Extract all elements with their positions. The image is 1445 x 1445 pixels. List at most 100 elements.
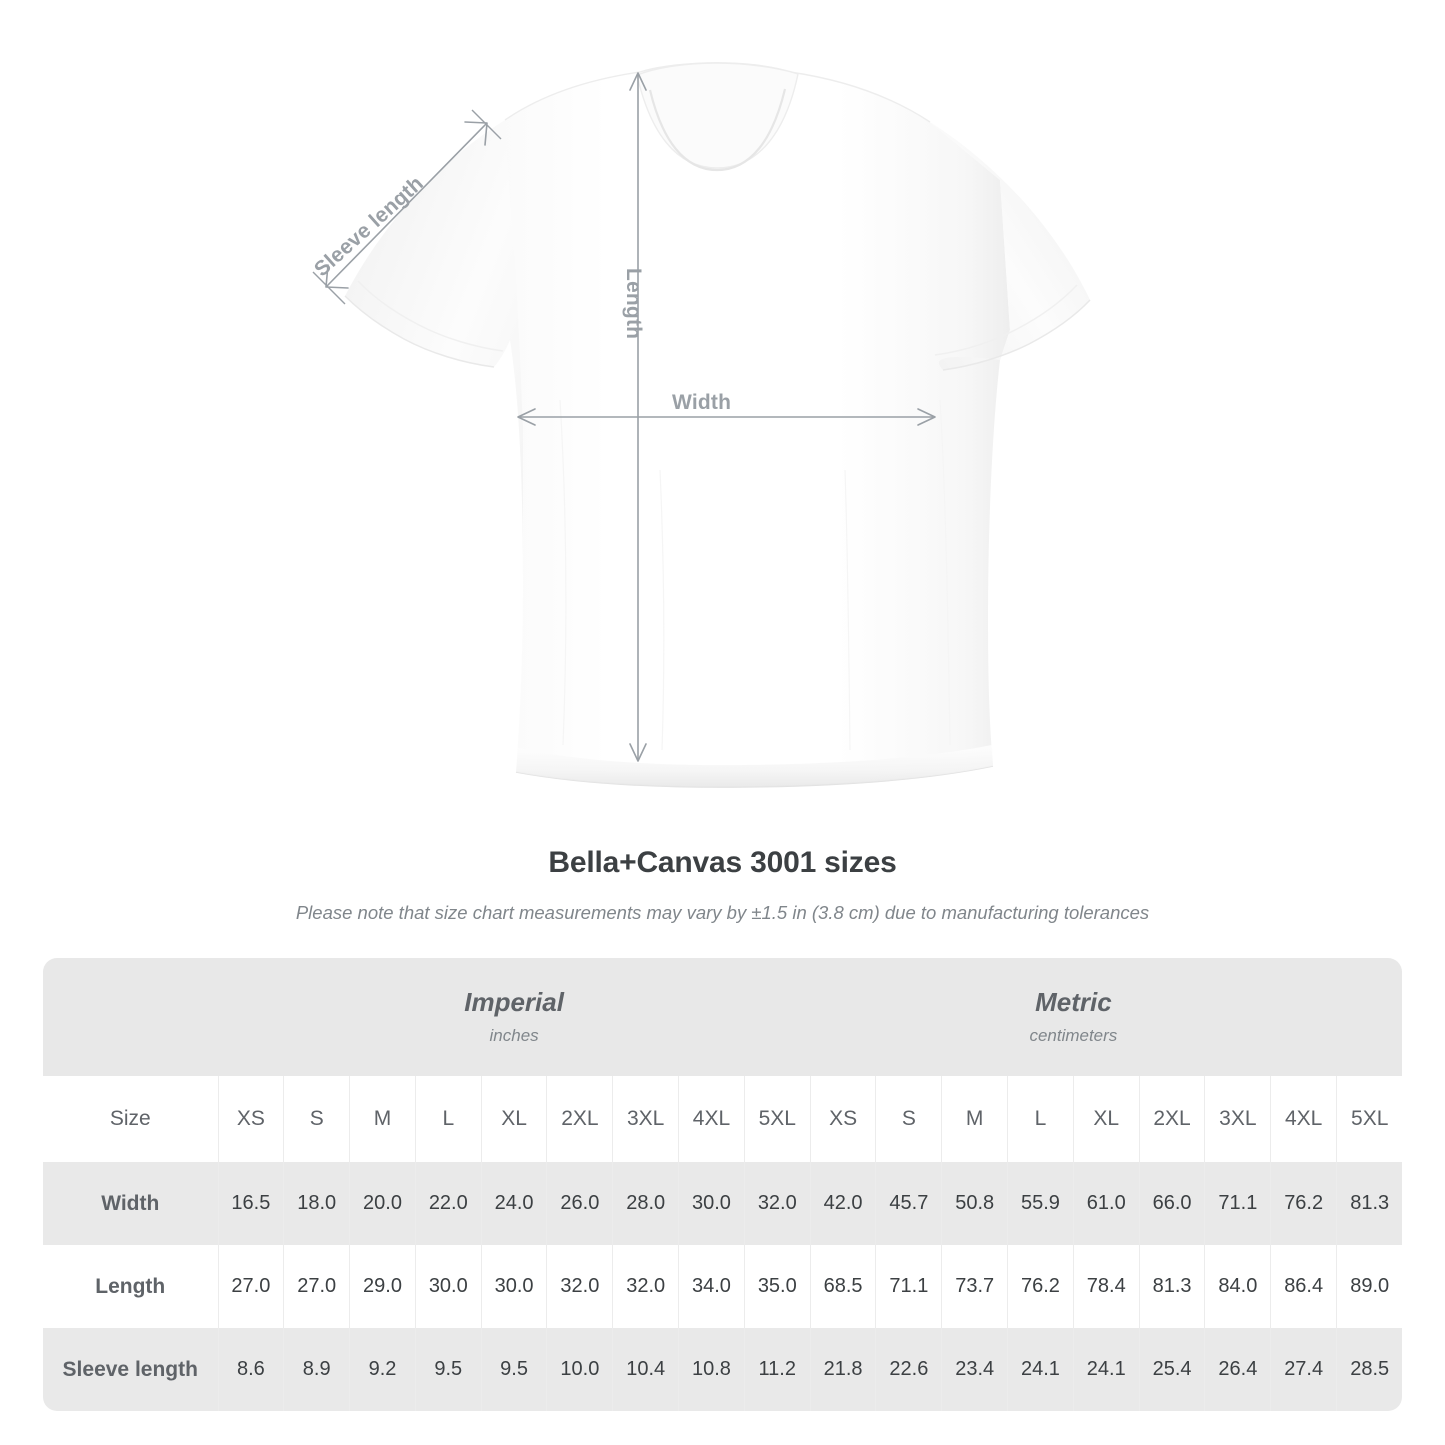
measurement-arrows <box>312 72 936 762</box>
cell-width: 81.3 <box>1336 1162 1403 1245</box>
row-label-sleeve-length: Sleeve length <box>43 1328 218 1411</box>
unit-name-metric: Metric <box>1035 987 1112 1018</box>
cell-width: 18.0 <box>283 1162 350 1245</box>
shirt-hem <box>516 745 993 788</box>
size-col-header: XS <box>217 1076 284 1162</box>
cell-length: 29.0 <box>349 1245 416 1328</box>
cell-width: 42.0 <box>809 1162 876 1245</box>
cell-length: 27.0 <box>217 1245 284 1328</box>
cell-width: 28.0 <box>612 1162 679 1245</box>
cell-sleeve-length: 26.4 <box>1204 1328 1271 1411</box>
cell-sleeve-length: 21.8 <box>809 1328 876 1411</box>
size-col-header: S <box>283 1076 350 1162</box>
row-label-length: Length <box>43 1245 218 1328</box>
size-col-header: 2XL <box>1138 1076 1205 1162</box>
cell-sleeve-length: 24.1 <box>1007 1328 1074 1411</box>
cell-sleeve-length: 24.1 <box>1072 1328 1140 1411</box>
cell-width: 66.0 <box>1138 1162 1205 1245</box>
row-label-width: Width <box>43 1162 218 1245</box>
unit-sub-imperial: inches <box>489 1025 539 1045</box>
size-chart-table: Imperial inches Metric centimeters Size … <box>43 958 1403 1411</box>
size-col-header: 2XL <box>546 1076 613 1162</box>
cell-length: 81.3 <box>1138 1245 1205 1328</box>
size-col-header: 4XL <box>1270 1076 1337 1162</box>
cell-sleeve-length: 9.2 <box>349 1328 416 1411</box>
size-col-header: L <box>414 1076 482 1162</box>
cell-length: 89.0 <box>1336 1245 1403 1328</box>
cell-sleeve-length: 10.8 <box>678 1328 745 1411</box>
size-col-header: M <box>941 1076 1008 1162</box>
cell-length: 32.0 <box>546 1245 613 1328</box>
cell-sleeve-length: 8.9 <box>283 1328 350 1411</box>
size-col-header: 4XL <box>678 1076 745 1162</box>
cell-length: 71.1 <box>875 1245 942 1328</box>
size-header-row: Size XS S M L XL 2XL 3XL 4XL 5XL XS S M … <box>43 1076 1403 1162</box>
width-label: Width <box>672 391 732 414</box>
cell-sleeve-length: 22.6 <box>875 1328 942 1411</box>
size-col-header: XL <box>1072 1076 1140 1162</box>
left-sleeve <box>344 120 523 580</box>
cell-sleeve-length: 9.5 <box>414 1328 482 1411</box>
cell-length: 78.4 <box>1072 1245 1140 1328</box>
cell-sleeve-length: 9.5 <box>480 1328 547 1411</box>
shirt-body <box>437 62 1010 788</box>
sleeve-length-arrow <box>312 109 502 305</box>
unit-name-imperial: Imperial <box>464 987 564 1018</box>
unit-band-spacer <box>43 958 218 1076</box>
cell-sleeve-length: 8.6 <box>217 1328 284 1411</box>
size-col-header: 3XL <box>612 1076 679 1162</box>
width-arrow <box>517 408 936 426</box>
size-col-header: S <box>875 1076 942 1162</box>
cell-width: 20.0 <box>349 1162 416 1245</box>
cell-sleeve-length: 11.2 <box>743 1328 811 1411</box>
size-col-header: XL <box>480 1076 547 1162</box>
tshirt-measurement-diagram: Width Length Sleeve length <box>310 62 1091 788</box>
cell-sleeve-length: 23.4 <box>941 1328 1008 1411</box>
cell-width: 61.0 <box>1072 1162 1140 1245</box>
cell-sleeve-length: 25.4 <box>1138 1328 1205 1411</box>
cell-width: 24.0 <box>480 1162 547 1245</box>
tshirt-illustration <box>312 62 1091 788</box>
collar <box>636 62 799 172</box>
size-col-header: 5XL <box>1336 1076 1403 1162</box>
cell-length: 86.4 <box>1270 1245 1337 1328</box>
cell-width: 26.0 <box>546 1162 613 1245</box>
cell-width: 45.7 <box>875 1162 942 1245</box>
table-row-width: Width 16.5 18.0 20.0 22.0 24.0 26.0 28.0… <box>43 1162 1403 1245</box>
size-col-header: 3XL <box>1204 1076 1271 1162</box>
unit-band-spacer-right <box>1336 958 1403 1076</box>
cell-length: 27.0 <box>283 1245 350 1328</box>
size-col-header: XS <box>809 1076 876 1162</box>
length-label: Length <box>622 268 645 340</box>
cell-length: 30.0 <box>414 1245 482 1328</box>
cell-width: 50.8 <box>941 1162 1008 1245</box>
cell-width: 71.1 <box>1204 1162 1271 1245</box>
cell-length: 73.7 <box>941 1245 1008 1328</box>
cell-width: 76.2 <box>1270 1162 1337 1245</box>
unit-section-metric: Metric centimeters <box>810 958 1337 1076</box>
cell-sleeve-length: 10.0 <box>546 1328 613 1411</box>
size-col-header: M <box>349 1076 416 1162</box>
fabric-folds <box>559 399 951 751</box>
unit-sub-metric: centimeters <box>1029 1025 1118 1045</box>
cell-length: 30.0 <box>480 1245 547 1328</box>
cell-width: 32.0 <box>743 1162 811 1245</box>
cell-sleeve-length: 27.4 <box>1270 1328 1337 1411</box>
cell-width: 55.9 <box>1007 1162 1074 1245</box>
chart-caption: Bella+Canvas 3001 sizes Please note that… <box>0 830 1445 924</box>
size-table-container: Imperial inches Metric centimeters Size … <box>0 924 1445 1411</box>
cell-sleeve-length: 28.5 <box>1336 1328 1403 1411</box>
unit-header-row: Imperial inches Metric centimeters <box>43 958 1403 1076</box>
cell-length: 34.0 <box>678 1245 745 1328</box>
unit-section-imperial: Imperial inches <box>218 958 811 1076</box>
cell-length: 32.0 <box>612 1245 679 1328</box>
cell-length: 35.0 <box>743 1245 811 1328</box>
cell-length: 84.0 <box>1204 1245 1271 1328</box>
size-col-header: L <box>1007 1076 1074 1162</box>
cell-width: 30.0 <box>678 1162 745 1245</box>
cell-width: 22.0 <box>414 1162 482 1245</box>
size-header-label: Size <box>43 1076 218 1162</box>
tolerance-note: Please note that size chart measurements… <box>295 902 1150 923</box>
cell-length: 76.2 <box>1007 1245 1074 1328</box>
table-row-length: Length 27.0 27.0 29.0 30.0 30.0 32.0 32.… <box>43 1245 1403 1328</box>
